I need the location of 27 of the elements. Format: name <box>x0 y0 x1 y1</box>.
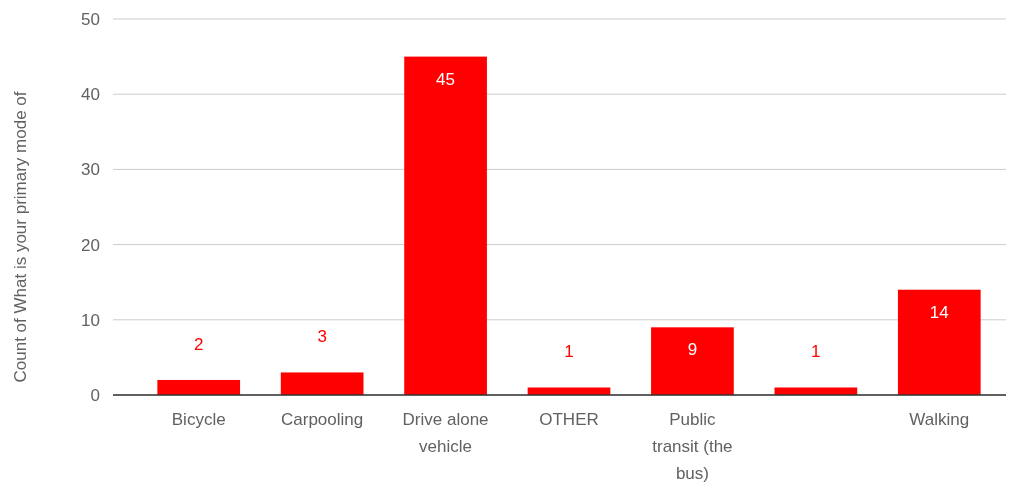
y-tick-label: 20 <box>81 235 100 255</box>
x-tick-label: Bicycle <box>171 410 226 429</box>
y-tick-label: 50 <box>81 10 100 29</box>
bar <box>651 327 734 395</box>
bar <box>897 289 981 395</box>
y-tick-label: 30 <box>81 160 100 180</box>
bar <box>280 372 364 395</box>
data-label: 3 <box>317 327 327 347</box>
bar <box>157 379 241 395</box>
y-tick-label: 40 <box>81 85 100 105</box>
x-tick-label: Walking <box>909 410 970 429</box>
x-tick-label: Drive alone vehicle <box>402 410 489 456</box>
y-tick-label: 10 <box>81 310 100 330</box>
data-label: 1 <box>811 342 821 362</box>
y-tick-label: 0 <box>90 386 100 405</box>
data-label: 14 <box>929 302 949 322</box>
bar <box>774 387 858 395</box>
data-label: 9 <box>687 340 698 360</box>
data-label: 1 <box>564 342 574 362</box>
data-label: 2 <box>193 334 204 354</box>
y-axis-title: Count of What is your primary mode of <box>11 91 30 383</box>
bar <box>527 387 611 395</box>
data-label: 45 <box>436 69 456 89</box>
bar <box>404 56 487 395</box>
x-tick-label: Carpooling <box>281 410 364 429</box>
x-tick-label: Public transit (the bus) <box>652 410 733 483</box>
x-tick-label: OTHER <box>539 410 599 429</box>
